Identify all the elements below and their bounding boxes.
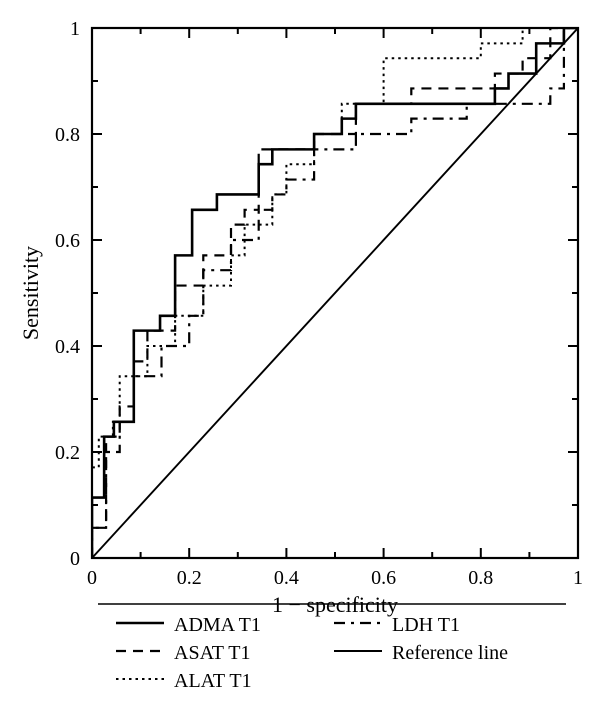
svg-text:1: 1 [573, 567, 583, 589]
legend-label: LDH T1 [392, 614, 460, 636]
svg-text:0.2: 0.2 [55, 442, 80, 464]
svg-text:0.6: 0.6 [371, 567, 396, 589]
legend-label: ASAT T1 [174, 642, 251, 664]
legend-label: Reference line [392, 642, 508, 664]
roc-chart-svg: 00.20.40.60.8100.20.40.60.811 − specific… [0, 0, 600, 711]
svg-text:0.4: 0.4 [274, 567, 299, 589]
svg-text:0.8: 0.8 [55, 124, 80, 146]
svg-text:0: 0 [87, 567, 97, 589]
svg-text:1: 1 [70, 18, 80, 40]
svg-text:0: 0 [70, 548, 80, 570]
legend-label: ALAT T1 [174, 670, 252, 692]
svg-text:0.6: 0.6 [55, 230, 80, 252]
svg-text:0.8: 0.8 [468, 567, 493, 589]
svg-text:0.4: 0.4 [55, 336, 80, 358]
svg-text:0.2: 0.2 [177, 567, 202, 589]
roc-chart: 00.20.40.60.8100.20.40.60.811 − specific… [0, 0, 600, 711]
legend-label: ADMA T1 [174, 614, 261, 636]
y-axis-label: Sensitivity [18, 246, 43, 340]
